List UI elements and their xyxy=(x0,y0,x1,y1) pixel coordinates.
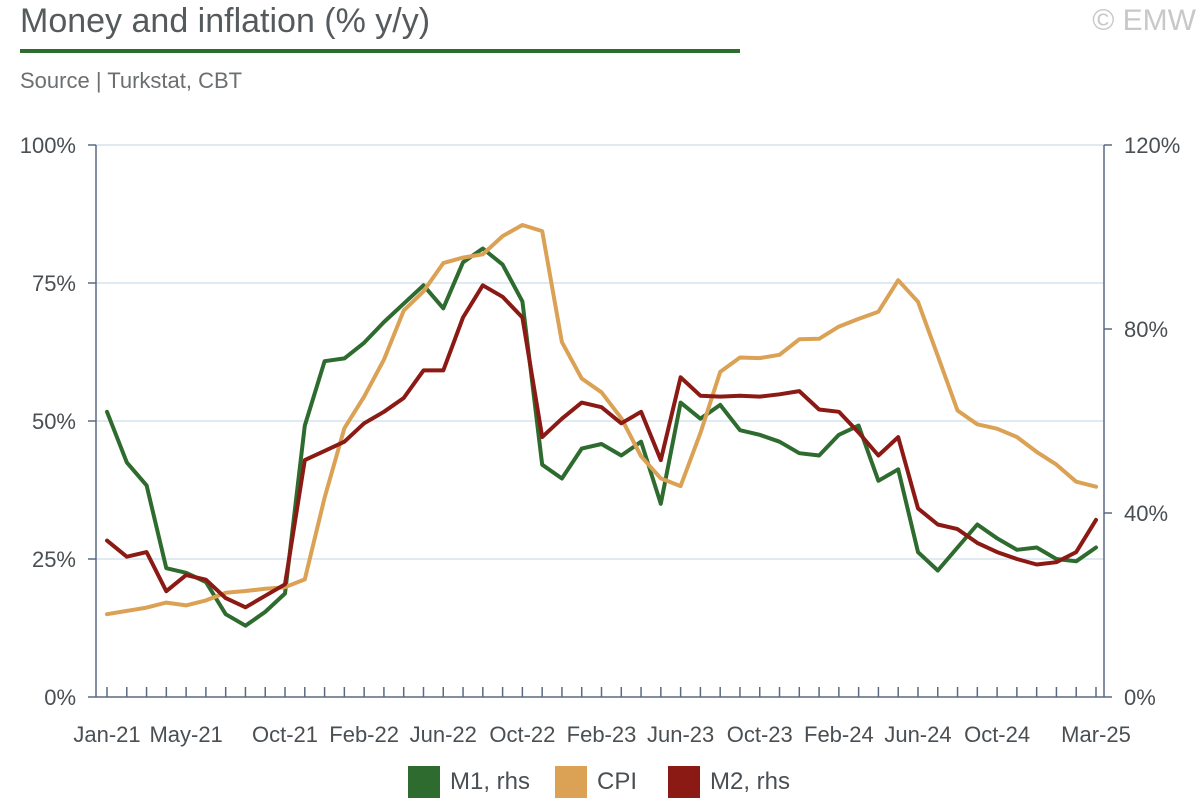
y-left-tick-label: 75% xyxy=(32,271,76,296)
legend-label-m2: M2, rhs xyxy=(710,768,791,795)
x-tick-label: Feb-23 xyxy=(567,722,637,747)
y-right-tick-label: 0% xyxy=(1124,685,1156,710)
x-tick-label: Jan-21 xyxy=(73,722,140,747)
y-left-tick-label: 50% xyxy=(32,409,76,434)
legend-label-cpi: CPI xyxy=(597,768,638,795)
series-line-m2 xyxy=(105,283,1098,610)
legend-swatch-m2 xyxy=(668,766,700,798)
y-right-tick-label: 120% xyxy=(1124,133,1180,158)
series-line-cpi xyxy=(105,223,1098,617)
legend-swatch-cpi xyxy=(555,766,587,798)
series-line-m1 xyxy=(105,246,1098,628)
y-right-tick-label: 80% xyxy=(1124,317,1168,342)
title-underline xyxy=(20,49,740,53)
x-tick-label: Feb-24 xyxy=(804,722,874,747)
chart-title: Money and inflation (% y/y) xyxy=(20,2,431,40)
y-left-tick-label: 25% xyxy=(32,547,76,572)
x-tick-label: Oct-21 xyxy=(252,722,318,747)
source-note: Source | Turkstat, CBT xyxy=(20,68,243,93)
x-tick-label: Oct-24 xyxy=(964,722,1030,747)
legend-label-m1: M1, rhs xyxy=(450,768,531,795)
x-tick-label: Oct-22 xyxy=(489,722,555,747)
legend: M1, rhs CPI M2, rhs xyxy=(0,764,1200,800)
x-tick-label: May-21 xyxy=(149,722,222,747)
y-left-tick-label: 0% xyxy=(44,685,76,710)
x-tick-label: Jun-22 xyxy=(410,722,477,747)
y-right-tick-label: 40% xyxy=(1124,501,1168,526)
legend-swatch-m1 xyxy=(408,766,440,798)
x-tick-label: Oct-23 xyxy=(727,722,793,747)
x-tick-label: Jun-23 xyxy=(647,722,714,747)
copyright-watermark: © EMW xyxy=(1092,4,1196,37)
x-tick-label: Jun-24 xyxy=(884,722,951,747)
x-tick-label: Mar-25 xyxy=(1061,722,1131,747)
x-tick-label: Feb-22 xyxy=(329,722,399,747)
y-left-tick-label: 100% xyxy=(20,133,76,158)
